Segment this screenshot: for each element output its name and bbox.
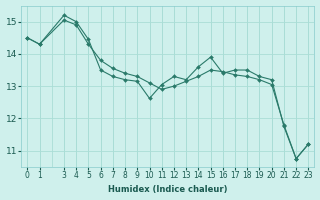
X-axis label: Humidex (Indice chaleur): Humidex (Indice chaleur) (108, 185, 228, 194)
